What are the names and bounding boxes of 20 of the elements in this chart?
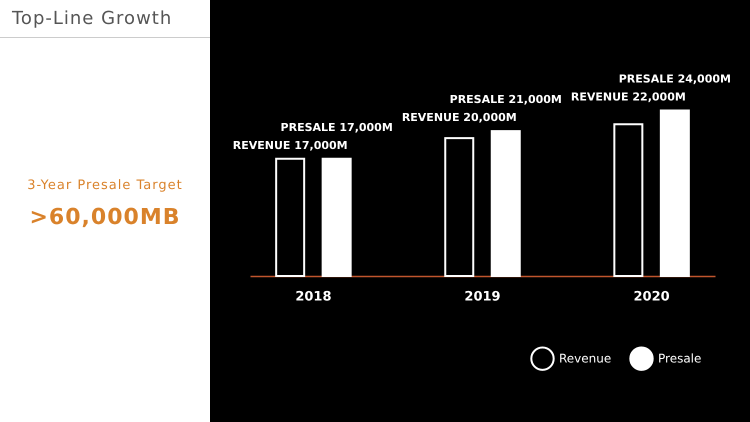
text: >60,000MB <box>28 205 182 230</box>
legend-label: Presale <box>658 352 702 366</box>
bar <box>275 158 306 277</box>
data-label: PRESALE 24,000M <box>618 72 731 86</box>
bar <box>490 130 521 277</box>
bar <box>613 123 644 277</box>
data-label: REVENUE 22,000M <box>570 90 686 104</box>
legend-label: Revenue <box>559 352 612 366</box>
x-tick-label: 2020 <box>633 290 670 304</box>
data-label: PRESALE 21,000M <box>450 93 562 106</box>
text: 3-Year Presale Target <box>26 178 184 193</box>
data-label: REVENUE 17,000M <box>232 138 348 152</box>
data-label: PRESALE 17,000M <box>280 120 393 134</box>
text: Top-Line Growth <box>0 0 210 38</box>
x-tick-label: 2019 <box>464 290 501 304</box>
x-tick-label: 2018 <box>295 290 332 304</box>
bar <box>444 137 474 277</box>
bar <box>322 158 352 277</box>
bar <box>660 109 690 277</box>
data-label: REVENUE 20,000M <box>402 111 517 124</box>
